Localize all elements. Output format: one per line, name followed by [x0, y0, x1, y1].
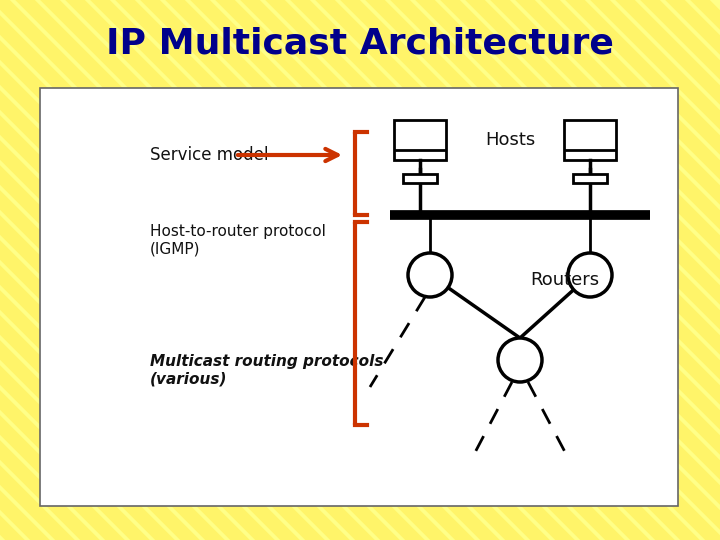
- Bar: [394, 120, 446, 160]
- Text: IP Multicast Architecture: IP Multicast Architecture: [106, 27, 614, 61]
- Circle shape: [408, 253, 452, 297]
- Circle shape: [498, 338, 542, 382]
- Circle shape: [568, 253, 612, 297]
- Text: Multicast routing protocols
(various): Multicast routing protocols (various): [150, 354, 384, 386]
- Bar: [573, 174, 607, 183]
- Bar: [564, 120, 616, 160]
- Bar: [403, 174, 437, 183]
- Text: Hosts: Hosts: [485, 131, 535, 149]
- Text: Host-to-router protocol
(IGMP): Host-to-router protocol (IGMP): [150, 224, 326, 256]
- Text: Routers: Routers: [530, 271, 599, 289]
- Bar: [40, 88, 678, 506]
- Text: Service model: Service model: [150, 146, 269, 164]
